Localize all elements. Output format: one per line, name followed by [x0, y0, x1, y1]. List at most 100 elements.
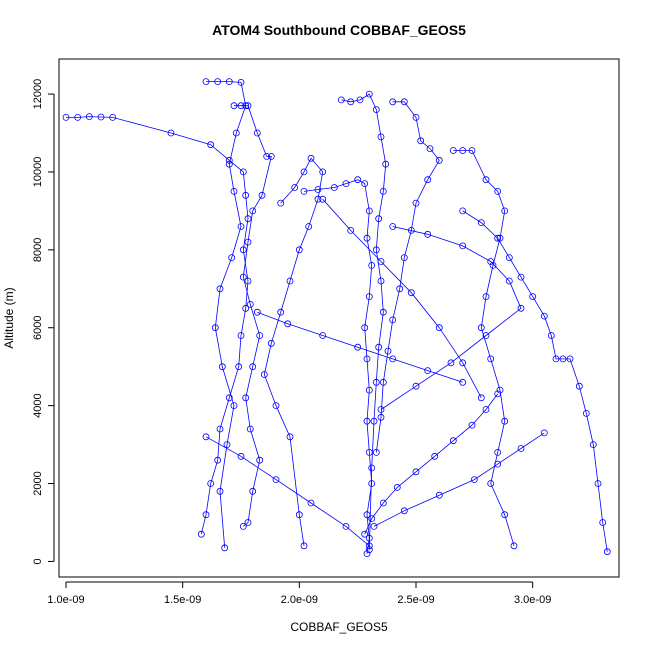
data-point — [197, 530, 205, 538]
data-point — [242, 304, 250, 312]
data-point — [347, 98, 355, 106]
series-line — [373, 432, 545, 527]
data-point — [263, 152, 271, 160]
data-point — [237, 452, 245, 460]
series-line — [66, 116, 249, 535]
data-point — [379, 499, 387, 507]
data-point — [237, 102, 245, 110]
data-point — [361, 180, 369, 188]
data-point — [375, 343, 383, 351]
data-point — [167, 129, 175, 137]
data-point — [459, 207, 467, 215]
data-point — [253, 308, 261, 316]
data-point — [246, 300, 254, 308]
data-point — [494, 448, 502, 456]
data-point — [307, 499, 315, 507]
data-point — [365, 542, 373, 550]
data-point — [417, 137, 425, 145]
data-point — [582, 409, 590, 417]
data-point — [400, 98, 408, 106]
data-point — [435, 324, 443, 332]
data-point — [342, 180, 350, 188]
data-point — [501, 417, 509, 425]
profile-series — [253, 308, 467, 386]
data-point — [319, 195, 327, 203]
data-point — [244, 215, 252, 223]
data-point — [400, 507, 408, 515]
data-point — [242, 191, 250, 199]
data-point — [494, 460, 502, 468]
data-point — [260, 371, 268, 378]
chart-title: ATOM4 Southbound COBBAF_GEOS5 — [212, 22, 466, 38]
data-point — [207, 141, 215, 149]
data-point — [232, 129, 240, 137]
series-line — [375, 101, 440, 453]
profile-series — [319, 195, 485, 402]
data-point — [249, 363, 257, 371]
data-point — [228, 254, 236, 262]
data-point — [235, 363, 243, 371]
data-point — [239, 273, 247, 281]
series-line — [322, 198, 482, 398]
data-point — [477, 219, 485, 227]
data-point — [202, 433, 210, 441]
data-point — [566, 355, 574, 363]
profile-series — [459, 207, 611, 556]
profile-series — [260, 154, 327, 550]
y-axis-label: Altitude (m) — [2, 287, 16, 348]
data-point — [494, 234, 502, 242]
data-point — [431, 452, 439, 460]
data-point — [363, 355, 371, 363]
data-point — [370, 417, 378, 425]
data-point — [396, 285, 404, 293]
data-point — [330, 184, 338, 191]
data-point — [389, 355, 397, 363]
data-point — [517, 273, 525, 281]
data-point — [482, 293, 490, 301]
data-point — [202, 78, 210, 85]
data-point — [230, 102, 238, 110]
data-point — [216, 487, 224, 495]
data-point — [501, 207, 509, 215]
data-point — [487, 355, 495, 363]
data-point — [267, 152, 275, 160]
data-point — [487, 258, 495, 265]
data-point — [365, 207, 373, 215]
profile-series — [370, 429, 548, 530]
data-point — [407, 226, 415, 234]
x-axis-label: COBBAF_GEOS5 — [290, 620, 388, 634]
data-point — [216, 285, 224, 293]
data-point — [249, 487, 257, 495]
data-point — [363, 234, 371, 242]
data-point — [372, 378, 380, 386]
data-point — [337, 96, 345, 104]
data-point — [300, 168, 308, 176]
data-point — [277, 199, 285, 207]
data-point — [599, 519, 607, 526]
data-point — [547, 332, 555, 339]
data-point — [459, 378, 467, 386]
data-point — [496, 234, 504, 242]
data-point — [589, 441, 597, 449]
data-point — [477, 394, 485, 402]
series-line — [364, 393, 499, 535]
data-point — [239, 168, 247, 176]
data-point — [552, 355, 560, 363]
data-point — [237, 332, 245, 339]
data-point — [361, 530, 369, 538]
data-point — [62, 114, 70, 121]
y-tick-label: 10000 — [32, 157, 44, 188]
data-point — [372, 448, 380, 456]
profile-series — [202, 433, 373, 550]
data-point — [379, 187, 387, 195]
y-tick-label: 0 — [32, 558, 44, 564]
data-point — [237, 79, 245, 86]
data-point — [225, 160, 233, 168]
profile-series — [230, 102, 275, 530]
data-point — [347, 226, 355, 234]
data-point — [435, 156, 443, 164]
data-point — [244, 277, 252, 285]
profile-series — [361, 390, 502, 538]
x-tick-label: 1.5e-09 — [164, 594, 201, 606]
